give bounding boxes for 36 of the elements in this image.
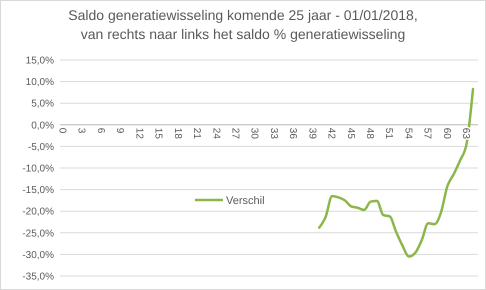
x-tick-label: 48 — [364, 128, 375, 140]
y-tick-label: -35,0% — [22, 272, 54, 282]
x-tick-label: 6 — [94, 128, 106, 134]
x-tick-label: 18 — [172, 128, 183, 140]
x-tick-label: 39 — [306, 128, 318, 140]
y-tick-label: -25,0% — [22, 228, 54, 240]
y-tick-label: -15,0% — [22, 185, 54, 196]
x-tick-label: 9 — [114, 128, 126, 134]
x-tick-label: 42 — [326, 128, 337, 140]
y-tick-label: 5,0% — [31, 98, 54, 110]
x-tick-label: 51 — [383, 128, 394, 140]
x-tick-label: 21 — [191, 128, 202, 140]
y-tick-label: 0,0% — [31, 120, 54, 132]
y-tick-label: -30,0% — [22, 250, 54, 261]
legend-label: Verschil — [226, 194, 265, 207]
x-tick-label: 45 — [344, 128, 356, 140]
x-tick-label: 57 — [422, 128, 433, 140]
y-tick-label: -5,0% — [28, 142, 54, 153]
x-tick-label: 15 — [152, 128, 164, 140]
line-series — [318, 88, 474, 258]
x-tick-label: 30 — [248, 128, 260, 140]
x-tick-label: 24 — [210, 128, 222, 140]
x-tick-label: 27 — [229, 128, 240, 140]
x-tick-label: 60 — [440, 128, 452, 140]
x-tick-label: 33 — [268, 128, 279, 140]
x-tick-label: 54 — [402, 128, 414, 140]
y-tick-label: -20,0% — [22, 206, 54, 218]
x-tick-label: 36 — [287, 128, 298, 140]
x-tick-label: 3 — [76, 128, 87, 134]
x-tick-label: 12 — [133, 128, 144, 140]
y-tick-label: -10,0% — [22, 164, 54, 174]
x-tick-label: 63 — [460, 128, 472, 140]
x-tick-label: 0 — [56, 128, 68, 134]
y-tick-label: 15,0% — [26, 56, 54, 66]
y-tick-label: 10,0% — [26, 77, 54, 88]
chart-title: Saldo generatiewisseling komende 25 jaar - 01/01/2018, van rechts naar links het saldo % generatiewisseling — [68, 7, 418, 42]
